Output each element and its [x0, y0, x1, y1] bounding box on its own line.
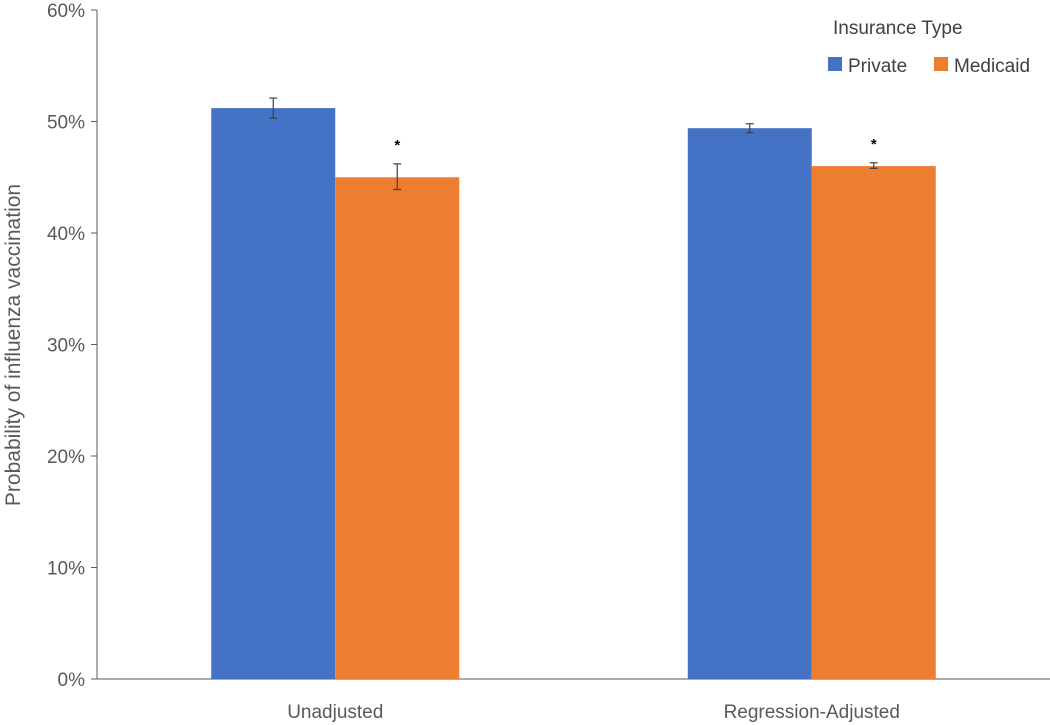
bar	[211, 108, 336, 680]
legend-label: Medicaid	[954, 56, 1030, 77]
bar	[687, 128, 812, 679]
legend-swatch	[828, 57, 842, 71]
y-axis-title: Probability of influenza vaccination	[2, 184, 25, 506]
legend: Insurance Type Private Medicaid	[828, 18, 1030, 77]
y-tick-label: 20%	[47, 447, 85, 468]
significance-mark: *	[394, 137, 400, 154]
y-tick-label: 0%	[58, 670, 86, 691]
legend-label: Private	[848, 56, 907, 77]
x-axis: Unadjusted Regression-Adjusted	[97, 678, 1050, 723]
error-bars	[269, 97, 878, 191]
legend-swatch	[934, 57, 948, 71]
y-tick-label: 40%	[47, 224, 85, 245]
y-tick-label: 50%	[47, 113, 85, 134]
legend-title: Insurance Type	[833, 18, 963, 39]
significance-annotations: * *	[394, 136, 877, 154]
y-tick-label: 30%	[47, 336, 85, 357]
x-tick-label: Regression-Adjusted	[724, 702, 900, 723]
significance-mark: *	[871, 136, 877, 153]
bar	[811, 166, 936, 680]
x-tick-label: Unadjusted	[287, 702, 383, 723]
bar	[335, 177, 460, 679]
y-tick-label: 60%	[47, 1, 85, 22]
y-axis: 0% 10% 20% 30% 40% 50% 60%	[47, 1, 98, 691]
y-tick-label: 10%	[47, 559, 85, 580]
bars	[211, 108, 936, 680]
